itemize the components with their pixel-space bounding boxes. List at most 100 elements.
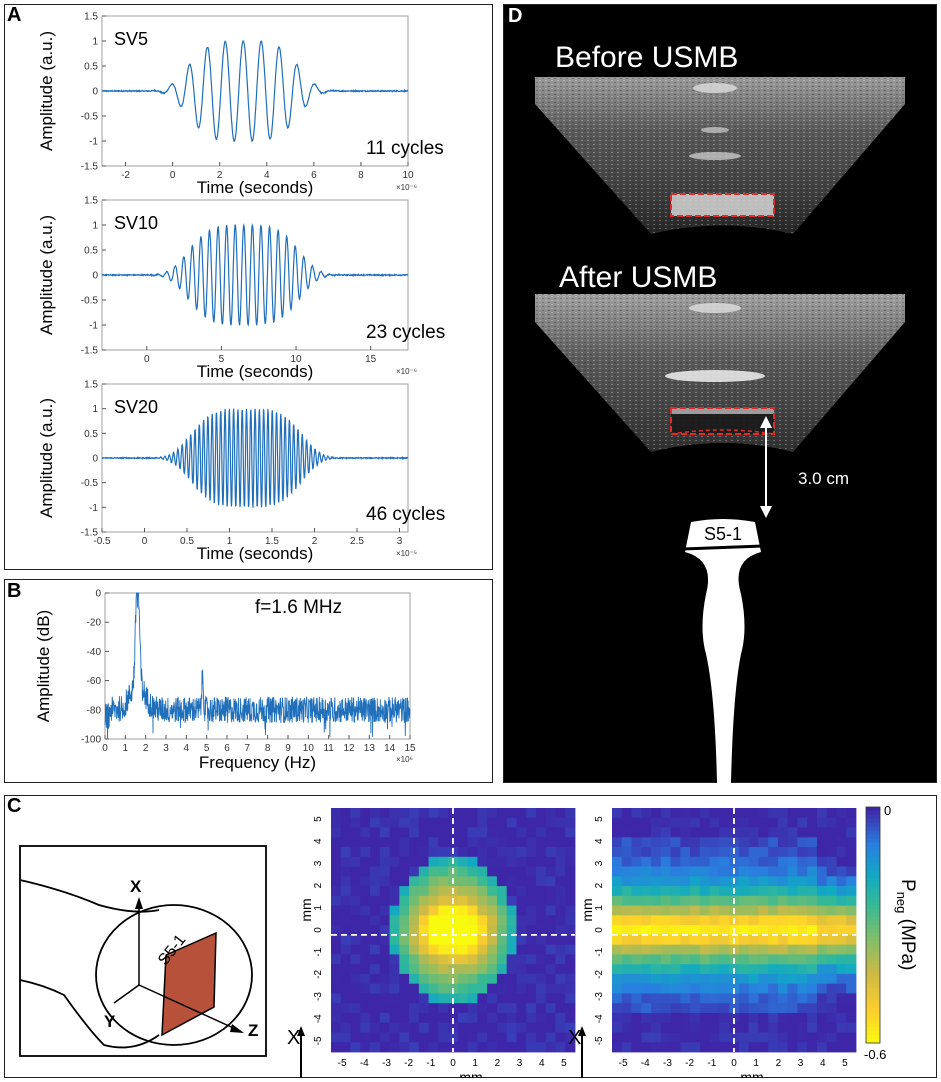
heatmap-cell: [409, 847, 420, 858]
colorbar-segment: [866, 932, 880, 938]
heatmap-cell: [457, 886, 469, 897]
heatmap-cell: [555, 1012, 566, 1024]
heatmap-cell: [826, 876, 837, 887]
heatmap-cell: [787, 886, 798, 897]
heatmap-cell: [350, 915, 361, 926]
heatmap-cell: [467, 983, 478, 994]
heatmap-cell: [555, 1022, 566, 1033]
heatmap-cell: [807, 964, 818, 975]
heatmap-cell: [680, 847, 691, 858]
heatmap-cell: [670, 1003, 681, 1014]
heatmap-cell: [797, 876, 808, 887]
heatmap-cell: [545, 954, 556, 965]
heatmap-cell: [438, 1032, 449, 1043]
heatmap-cell: [612, 1022, 623, 1033]
heatmap-cell: [758, 1012, 769, 1024]
heatmap-cell: [768, 827, 779, 838]
heatmap-cell: [565, 808, 576, 819]
heatmap-cell: [660, 827, 671, 838]
heatmap-cell: [680, 993, 691, 1004]
heatmap-cell: [797, 1012, 808, 1024]
heatmap-cell: [797, 925, 808, 936]
heatmap-cell: [641, 944, 652, 955]
heatmap-cell: [487, 905, 498, 916]
y-tick-label: -80: [87, 705, 102, 716]
heatmap-cell: [836, 856, 847, 867]
heatmap-cell: [719, 915, 730, 926]
heatmap-cell: [428, 856, 439, 867]
heatmap-cell: [350, 876, 361, 887]
heatmap-cell: [457, 954, 469, 965]
panel-c-label: C: [7, 795, 22, 817]
x-exponent: ×10⁶: [396, 755, 413, 764]
heatmap-cell: [738, 817, 750, 828]
heatmap-cell: [409, 1032, 420, 1043]
heatmap-cell: [807, 934, 818, 946]
heatmap-cell: [350, 934, 361, 946]
heatmap-cell: [428, 944, 439, 955]
heatmap-cell: [457, 1042, 469, 1053]
heatmap-cell: [758, 1003, 769, 1014]
heatmap-cell: [457, 808, 469, 819]
heatmap-cell: [399, 964, 410, 975]
x-axis-label: Time (seconds): [197, 544, 314, 563]
heatmap-cell: [777, 895, 789, 906]
heatmap-cell: [846, 915, 857, 926]
heatmap-cell: [331, 866, 342, 877]
transducer-face: [161, 931, 217, 1037]
heatmap-cell: [807, 837, 818, 848]
heatmap-cell: [457, 837, 469, 848]
heatmap-cell: [535, 934, 547, 946]
heatmap-cell: [826, 925, 837, 936]
heatmap-cell: [487, 876, 498, 887]
heatmap-cell: [340, 925, 351, 936]
heatmap-cell: [738, 915, 750, 926]
heatmap-cell: [350, 827, 361, 838]
heatmap-cell: [631, 983, 642, 994]
heatmap-cell: [719, 847, 730, 858]
probe-label: S5-1: [704, 524, 742, 544]
heatmap-cell: [836, 983, 847, 994]
colorbar-segment: [866, 913, 880, 918]
heatmap-cell: [399, 925, 410, 936]
heatmap-cell: [331, 993, 342, 1004]
heatmap-cell: [399, 1003, 410, 1014]
heatmap-cell: [670, 808, 681, 819]
heatmap-cell: [738, 964, 750, 975]
heatmap-cell: [738, 925, 750, 936]
y-tick-label: 0: [594, 927, 605, 933]
heatmap-cell: [370, 1032, 381, 1043]
heatmap-cell: [621, 1042, 632, 1053]
heatmap-cell: [807, 1042, 818, 1053]
heatmap-cell: [506, 925, 517, 936]
heatmap-cell: [428, 895, 439, 906]
heatmap-cell: [631, 866, 642, 877]
heatmap-cell: [516, 1022, 527, 1033]
heatmap-cell: [651, 1042, 662, 1053]
colorbar-segment: [866, 877, 880, 883]
heatmap-cell: [621, 808, 632, 819]
heatmap-cell: [680, 905, 691, 916]
x-tick-label: 2: [776, 1058, 782, 1069]
heatmap-cell: [826, 1042, 837, 1053]
heatmap-cell: [719, 1042, 730, 1053]
x-tick-label: 11: [323, 743, 334, 754]
x-tick-label: -4: [360, 1058, 369, 1069]
heatmap-cell: [565, 895, 576, 906]
heatmap-cell: [457, 915, 469, 926]
heatmap-cell: [428, 808, 439, 819]
heatmap-cell: [651, 1003, 662, 1014]
colorbar-max-label: 0: [884, 803, 891, 818]
heatmap-cell: [846, 954, 857, 965]
colorbar-segment: [866, 917, 880, 922]
heatmap-cell: [768, 837, 779, 848]
heatmap-cell: [350, 808, 361, 819]
heatmap-cell: [526, 1003, 537, 1014]
heatmap-cell: [428, 1022, 439, 1033]
x-tick-label: 2: [143, 743, 149, 754]
heatmap-cell: [690, 1003, 701, 1014]
heatmap-cell: [506, 886, 517, 897]
heatmap-cell: [651, 934, 662, 946]
heatmap-cell: [555, 964, 566, 975]
heatmap-cell: [670, 925, 681, 936]
